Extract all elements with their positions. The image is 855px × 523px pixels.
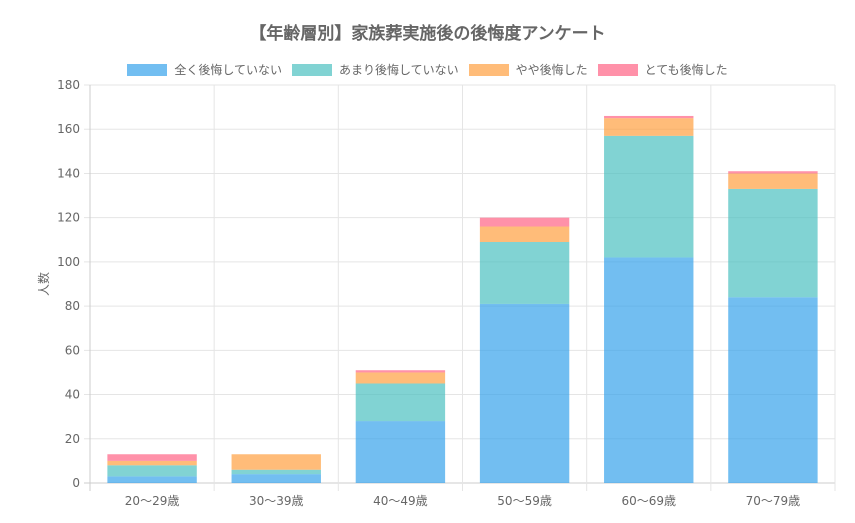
chart-title: 【年齢層別】家族葬実施後の後悔度アンケート <box>249 24 606 44</box>
x-tick-label: 30〜39歳 <box>249 494 304 508</box>
y-tick-label: 20 <box>65 432 80 446</box>
y-tick-label: 40 <box>65 388 80 402</box>
y-tick-label: 80 <box>65 299 80 313</box>
bar-segment <box>107 454 197 461</box>
bar-segment <box>728 173 818 189</box>
bar-segment <box>107 476 197 483</box>
bar-segment <box>728 297 818 483</box>
y-axis-label: 人数 <box>36 272 51 296</box>
bar-segment <box>604 135 694 258</box>
bar-segment <box>728 188 818 298</box>
legend-swatch <box>597 63 638 76</box>
y-tick-label: 120 <box>57 211 80 225</box>
y-tick-label: 100 <box>57 255 80 269</box>
x-tick-label: 60〜69歳 <box>621 494 676 508</box>
legend-item[interactable]: やや後悔した <box>468 61 588 78</box>
legend-item[interactable]: あまり後悔していない <box>291 61 459 78</box>
legend-label: やや後悔した <box>515 63 588 77</box>
legend-swatch <box>468 63 509 76</box>
bar-segment <box>604 257 694 483</box>
bar-segment <box>355 421 446 483</box>
legend-swatch <box>291 63 332 76</box>
y-tick-label: 0 <box>72 476 80 490</box>
bar-segment <box>604 118 694 136</box>
bar-segment <box>479 303 570 483</box>
x-tick-label: 50〜59歳 <box>497 494 552 508</box>
y-tick-label: 180 <box>57 78 80 92</box>
legend-label: 全く後悔していない <box>174 63 282 77</box>
bar-segment <box>728 171 818 174</box>
y-tick-label: 160 <box>57 122 80 136</box>
x-tick-label: 40〜49歳 <box>373 494 428 508</box>
x-tick-label: 20〜29歳 <box>125 494 180 508</box>
legend: 全く後悔していない あまり後悔していない やや後悔した とても後悔した <box>0 61 855 78</box>
bar-segment <box>107 465 197 477</box>
legend-item[interactable]: 全く後悔していない <box>127 61 282 78</box>
bar-segment <box>355 370 446 373</box>
bar-segment <box>479 226 570 242</box>
legend-label: あまり後悔していない <box>338 63 459 77</box>
x-tick-label: 70〜79歳 <box>746 494 801 508</box>
y-tick-label: 60 <box>65 343 80 357</box>
bar-segment <box>479 217 570 227</box>
bar-segment <box>231 469 321 475</box>
bar-segment <box>231 474 321 483</box>
bar-segment <box>355 383 446 422</box>
bar-segment <box>231 454 321 470</box>
bar-segment <box>107 460 197 466</box>
y-tick-label: 140 <box>57 166 80 180</box>
bar-segment <box>355 372 446 384</box>
bar-segment <box>604 115 694 119</box>
legend-item[interactable]: とても後悔した <box>597 61 728 78</box>
legend-swatch <box>127 63 168 76</box>
bar-segment <box>479 241 570 304</box>
legend-label: とても後悔した <box>644 63 728 77</box>
